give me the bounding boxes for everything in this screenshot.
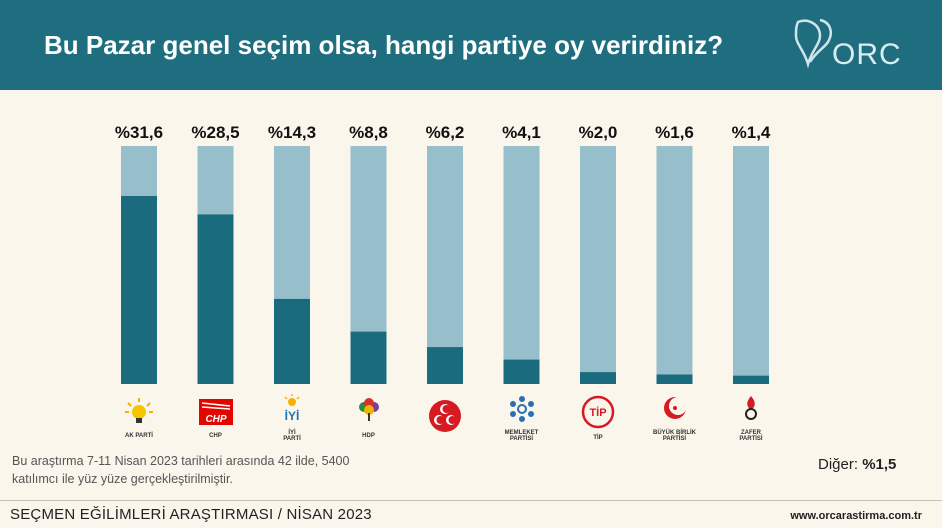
- orc-logo-icon: [794, 18, 832, 69]
- bar-track: [733, 146, 769, 384]
- party-logo-sublabel: PARTİSİ: [509, 436, 534, 442]
- chp-logo-icon: CHP: [198, 397, 234, 432]
- footer-survey-title: SEÇMEN EĞİLİMLERİ ARAŞTIRMASI / NİSAN 20…: [10, 506, 372, 523]
- bar-value: [733, 375, 769, 384]
- bar-data-label: %28,5: [191, 123, 239, 142]
- party-logo-sublabel: PARTİSİ: [739, 436, 763, 442]
- header-bar: Bu Pazar genel seçim olsa, hangi partiye…: [0, 0, 942, 90]
- bar-value: [350, 331, 387, 384]
- bar-data-label: %2,0: [579, 123, 618, 142]
- zafer-torch-icon: [736, 394, 766, 429]
- party-logo: İYİ İYİ PARTİ: [269, 394, 315, 442]
- bar-value: [656, 374, 693, 384]
- chart-title: Bu Pazar genel seçim olsa, hangi partiye…: [44, 30, 724, 60]
- bbp-crescent-icon: [660, 394, 690, 429]
- svg-text:CHP: CHP: [205, 414, 226, 425]
- other-label: Diğer:: [818, 456, 859, 473]
- party-logo-label: CHP: [209, 433, 222, 439]
- bar-chart: %31,6 %28,5 %14,3 %8,8 %6,2 %4,1 %2,0 %1,6 %1,4: [115, 123, 771, 384]
- other-total: Diğer: %1,5: [818, 456, 896, 473]
- svg-text:İYİ: İYİ: [285, 408, 300, 423]
- hdp-tree-icon: [354, 397, 384, 432]
- party-logo: CHP CHP: [193, 395, 239, 441]
- party-logo-sublabel: PARTİSİ: [662, 436, 687, 442]
- bar-data-label: %8,8: [349, 123, 388, 142]
- party-logo: MEMLEKET PARTİSİ: [499, 394, 545, 442]
- bar-value: [274, 298, 310, 384]
- party-logo-label: BÜYÜK BİRLİK: [653, 430, 696, 436]
- party-logo-sublabel: PARTİ: [283, 436, 301, 442]
- bar-track: [580, 146, 616, 384]
- bar-value: [503, 359, 540, 384]
- bar-data-label: %14,3: [268, 123, 316, 142]
- memleket-flower-icon: [507, 394, 537, 429]
- party-logo-label: TİP: [593, 435, 603, 441]
- ak-parti-lightbulb-icon: [124, 397, 154, 432]
- party-logo-label: MEMLEKET: [504, 430, 539, 436]
- other-value: %1,5: [862, 456, 897, 473]
- bar-data-label: %31,6: [115, 123, 163, 142]
- bar-data-label: %6,2: [426, 123, 465, 142]
- party-logo: TİP TİP: [575, 395, 621, 441]
- party-logo: HDP: [346, 395, 392, 441]
- party-logo: AK PARTİ: [116, 395, 162, 441]
- bar-data-label: %1,6: [655, 123, 694, 142]
- bar-track: [503, 146, 540, 384]
- party-logo: ZAFER PARTİSİ: [728, 394, 774, 442]
- footer-website-link[interactable]: www.orcarastirma.com.tr: [790, 510, 922, 522]
- bar-data-label: %1,4: [732, 123, 771, 142]
- tip-emblem-icon: TİP: [581, 395, 615, 434]
- party-logo: [422, 395, 468, 441]
- bar-value: [427, 347, 463, 384]
- methodology-note: Bu araştırma 7-11 Nisan 2023 tarihleri a…: [12, 454, 350, 486]
- bar-value: [121, 195, 157, 384]
- svg-text:TİP: TİP: [589, 406, 606, 419]
- footer-divider: [0, 500, 942, 501]
- party-logo-label: ZAFER: [741, 430, 761, 436]
- bar-value: [197, 214, 234, 384]
- bar-data-label: %4,1: [502, 123, 541, 142]
- bar-track: [427, 146, 463, 384]
- party-logo-label: AK PARTİ: [125, 433, 153, 439]
- mhp-crescents-icon: [428, 399, 462, 438]
- bar-value: [580, 372, 616, 384]
- party-logo-label: HDP: [362, 433, 375, 439]
- bar-track: [656, 146, 693, 384]
- logo-text: ORC: [832, 38, 902, 71]
- party-logo-label: İYİ: [288, 430, 296, 436]
- iyi-parti-sun-icon: İYİ: [277, 394, 307, 429]
- party-logo: BÜYÜK BİRLİK PARTİSİ: [652, 394, 698, 442]
